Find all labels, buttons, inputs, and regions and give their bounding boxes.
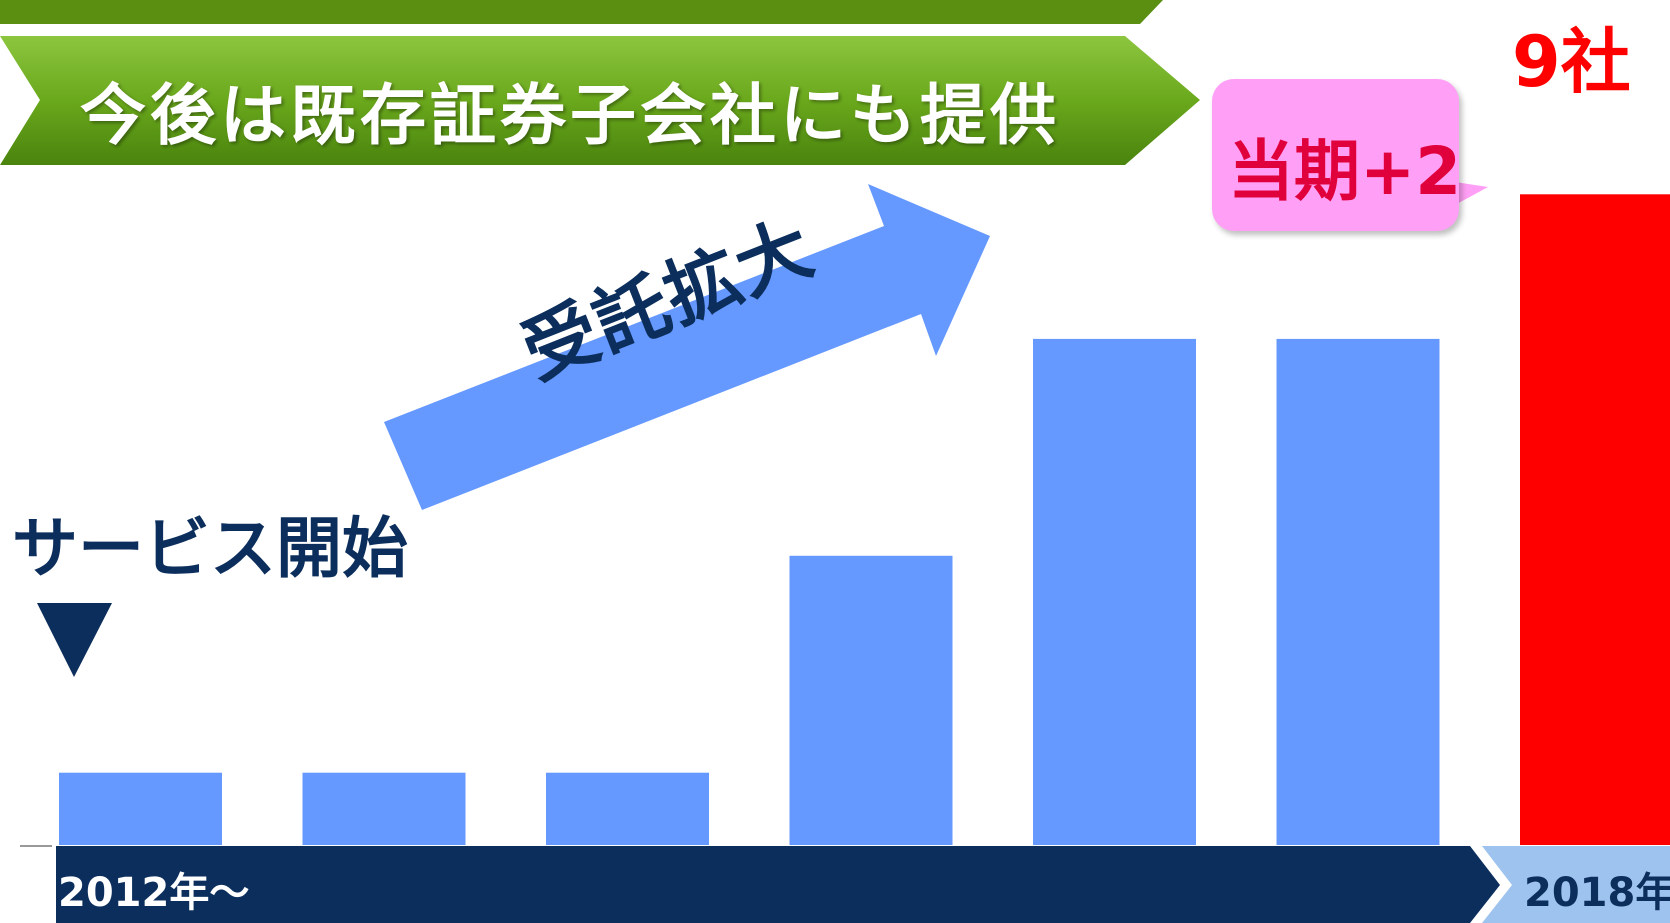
service-start-label: サービス開始: [12, 510, 408, 587]
x-tick-end: 2018年: [1524, 870, 1670, 916]
company-count-label: 9社: [1512, 21, 1631, 103]
timeline-end-segment: [1482, 846, 1670, 923]
growth-arrow: [384, 184, 990, 510]
bar-highlight: [1520, 194, 1670, 846]
bar: [1276, 338, 1440, 845]
bar: [546, 772, 709, 845]
banner-title: 今後は既存証券子会社にも提供: [80, 77, 1060, 154]
callout-pointer: [1455, 182, 1488, 205]
bar: [302, 772, 466, 845]
callout-label: 当期+2: [1228, 133, 1462, 210]
bar: [1033, 338, 1196, 845]
banner-arrow: [0, 36, 1200, 165]
bars-group: [59, 194, 1670, 846]
start-marker-icon: [37, 603, 112, 677]
x-tick-start: 2012年～: [58, 870, 250, 916]
top-band: [0, 0, 1163, 24]
bar: [59, 772, 222, 845]
bar: [789, 555, 953, 845]
timeline-band: [56, 846, 1500, 923]
callout-box: [1212, 79, 1459, 231]
